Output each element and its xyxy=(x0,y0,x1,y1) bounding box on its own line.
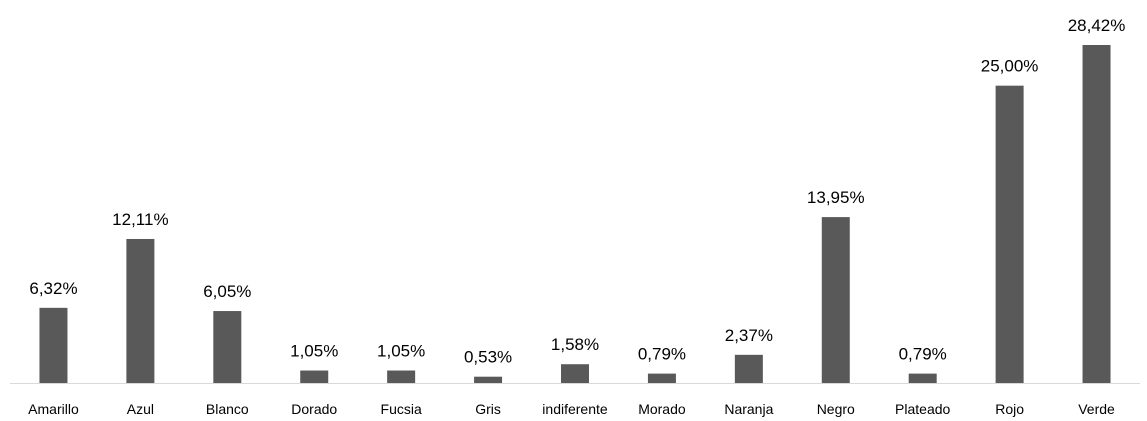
data-label: 0,79% xyxy=(899,345,947,364)
data-label: 25,00% xyxy=(981,57,1039,76)
bar xyxy=(39,307,68,383)
bar xyxy=(995,85,1024,384)
bar xyxy=(647,373,676,383)
data-label: 28,42% xyxy=(1068,16,1126,35)
data-label: 0,53% xyxy=(464,348,512,367)
data-label: 1,05% xyxy=(290,342,338,361)
x-tick-label: Dorado xyxy=(291,401,337,417)
x-tick-label: Amarillo xyxy=(28,401,79,417)
data-label: 0,79% xyxy=(638,345,686,364)
bar xyxy=(821,217,850,383)
x-tick-label: Verde xyxy=(1078,401,1115,417)
x-tick-label: Gris xyxy=(475,401,501,417)
bar xyxy=(300,370,329,383)
x-tick-label: Negro xyxy=(817,401,855,417)
x-tick-label: Azul xyxy=(127,401,154,417)
x-tick-label: Plateado xyxy=(895,401,950,417)
bar xyxy=(734,354,763,383)
data-label: 6,32% xyxy=(29,279,77,298)
data-label: 1,58% xyxy=(551,335,599,354)
x-tick-label: Naranja xyxy=(724,401,773,417)
bar xyxy=(561,364,589,383)
bar xyxy=(474,376,503,383)
data-label: 2,37% xyxy=(725,326,773,345)
data-label: 12,11% xyxy=(112,210,168,229)
x-tick-label: Fucsia xyxy=(381,401,422,417)
x-tick-label: Rojo xyxy=(995,401,1024,417)
bar xyxy=(126,238,155,383)
bar xyxy=(908,373,937,383)
data-label: 1,05% xyxy=(377,342,425,361)
bar xyxy=(1082,45,1111,383)
data-label: 13,95% xyxy=(807,188,865,207)
x-tick-label: indiferente xyxy=(542,401,608,417)
x-tick-label: Morado xyxy=(638,401,686,417)
x-tick-label: Blanco xyxy=(206,401,249,417)
bar xyxy=(387,370,416,383)
bar xyxy=(213,311,242,383)
data-label: 6,05% xyxy=(203,282,251,301)
